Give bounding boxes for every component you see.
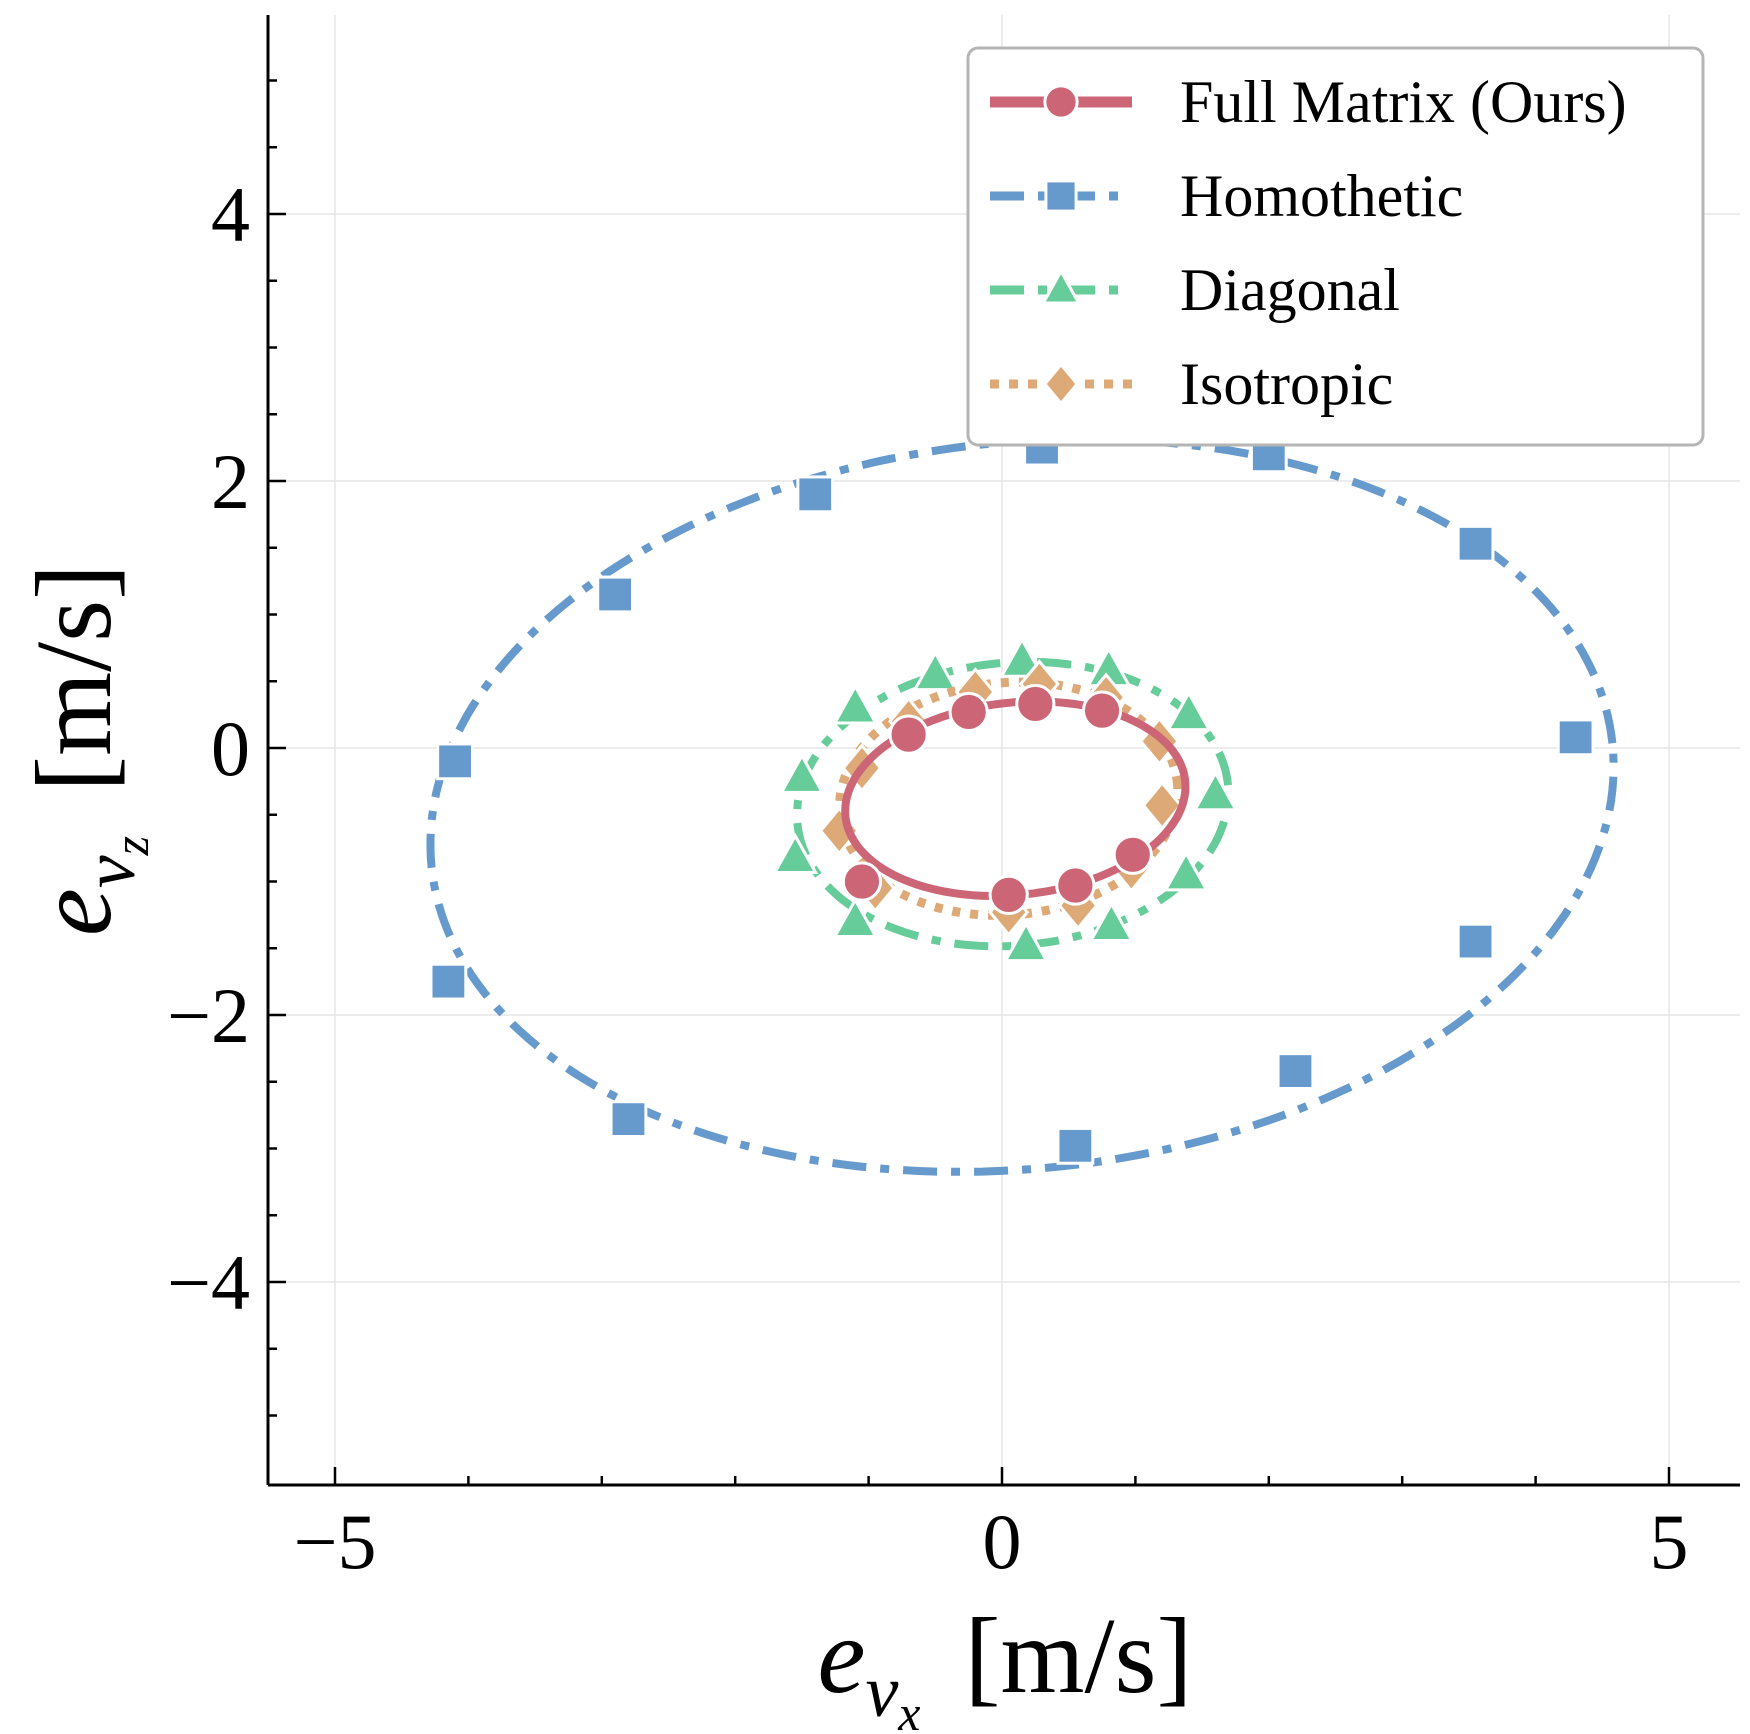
series-1-point-8	[1276, 1052, 1315, 1090]
series-2-point-7	[1088, 900, 1135, 943]
y-tick-label-0: −4	[167, 1239, 250, 1326]
y-tick-label-2: 0	[211, 705, 250, 792]
y-axis-label-units: [m/s]	[15, 564, 134, 792]
series-1-point-7	[1456, 922, 1495, 961]
series-1-point-6	[1556, 718, 1595, 757]
legend-marker-0	[1043, 84, 1079, 120]
legend-label-2: Diagonal	[1180, 257, 1400, 323]
series-2	[772, 636, 1239, 963]
plot-area	[426, 428, 1618, 1176]
x-axis-label-subscript: v	[865, 1651, 898, 1733]
series-2-point-2	[999, 636, 1045, 678]
series-1	[426, 428, 1618, 1176]
series-1-point-11	[429, 962, 468, 1001]
series-0-point-5	[988, 874, 1029, 915]
series-line-1	[426, 435, 1618, 1176]
legend-label-3: Isotropic	[1180, 351, 1393, 417]
x-tick-label-0: −5	[294, 1498, 377, 1585]
series-0-point-2	[948, 691, 989, 733]
series-2-point-9	[832, 896, 879, 939]
series-0-point-6	[1055, 865, 1096, 906]
legend-label-0: Full Matrix (Ours)	[1180, 69, 1627, 135]
y-tick-label-4: 4	[211, 171, 250, 258]
series-0-point-3	[1015, 683, 1056, 725]
legend: Full Matrix (Ours) Homothetic Diagonal Isot…	[966, 46, 1705, 447]
y-tick-label-1: −2	[167, 972, 250, 1059]
x-tick-label-1: 0	[983, 1498, 1022, 1585]
series-2-point-5	[1192, 770, 1239, 812]
y-tick-label-3: 2	[211, 438, 250, 525]
legend-marker-2	[1040, 268, 1082, 305]
series-1-point-9	[1056, 1126, 1095, 1165]
x-tick-label-2: 5	[1650, 1498, 1689, 1585]
x-axis-label-units: [m/s]	[965, 1597, 1193, 1716]
series-1-point-0	[436, 742, 474, 781]
x-axis-label-symbol: e	[818, 1597, 866, 1716]
x-axis-label: evx [m/s]	[818, 1597, 1193, 1734]
series-2-point-10	[772, 832, 819, 874]
series-1-point-5	[1456, 524, 1495, 563]
y-axis-label-subsubscript: z	[103, 836, 159, 856]
x-axis-label-subsubscript: x	[897, 1685, 920, 1734]
series-2-point-1	[912, 649, 959, 692]
series-2-point-8	[1003, 920, 1049, 963]
series-2-point-6	[1163, 850, 1210, 892]
legend-entry-1: Homothetic	[990, 163, 1463, 229]
series-0-point-7	[1112, 834, 1153, 875]
y-axis-label-symbol: e	[15, 888, 134, 936]
legend-marker-1	[1044, 179, 1078, 213]
series-2-point-0	[832, 683, 879, 725]
series-0-point-0	[841, 861, 883, 902]
series-3-point-6	[1141, 780, 1183, 831]
series-1-point-1	[596, 575, 635, 614]
series-0-point-4	[1081, 690, 1123, 731]
y-axis-label: evz [m/s]	[15, 564, 159, 936]
series-2-point-4	[1165, 689, 1212, 732]
series-1-point-10	[609, 1100, 648, 1139]
legend-entry-3: Isotropic	[990, 351, 1393, 417]
series-2-point-11	[778, 752, 825, 794]
y-axis-label-subscript: v	[69, 855, 151, 888]
legend-box	[966, 46, 1705, 447]
legend-marker-3	[1042, 362, 1080, 406]
ticks: −5 0 5 −4 −2 0 2 4	[167, 79, 1689, 1585]
series-1-point-2	[796, 475, 835, 514]
series-0-point-1	[888, 714, 929, 755]
legend-entry-0: Full Matrix (Ours)	[990, 69, 1627, 135]
series-0	[841, 683, 1190, 915]
legend-entry-2: Diagonal	[990, 257, 1400, 323]
axes	[266, 15, 1740, 1487]
legend-label-1: Homothetic	[1180, 163, 1463, 229]
